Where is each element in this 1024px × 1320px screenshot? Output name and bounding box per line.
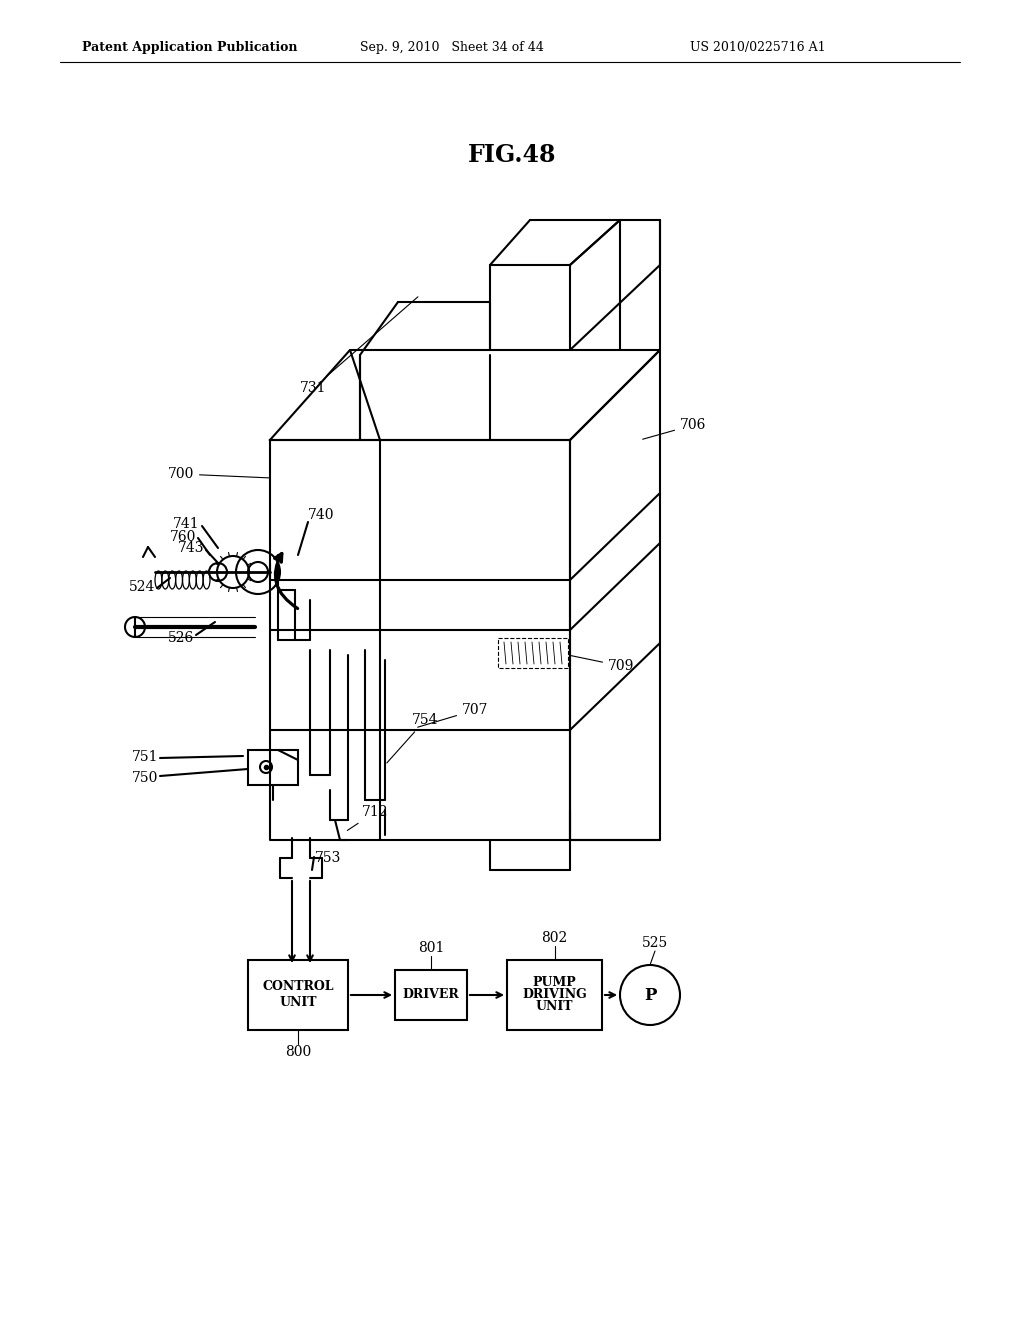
Text: CONTROL: CONTROL: [262, 981, 334, 994]
Text: 802: 802: [542, 931, 567, 945]
Text: PUMP: PUMP: [532, 977, 577, 990]
Text: 740: 740: [308, 508, 335, 521]
Text: P: P: [644, 986, 656, 1003]
Text: UNIT: UNIT: [280, 997, 316, 1010]
Text: FIG.48: FIG.48: [468, 143, 556, 168]
Text: 524: 524: [129, 579, 155, 594]
Text: Sep. 9, 2010   Sheet 34 of 44: Sep. 9, 2010 Sheet 34 of 44: [360, 41, 544, 54]
Text: 751: 751: [131, 750, 158, 764]
Text: 706: 706: [643, 418, 707, 440]
Text: 800: 800: [285, 1045, 311, 1059]
Bar: [248, 960, 348, 1030]
Text: 712: 712: [347, 805, 388, 830]
Text: 741: 741: [173, 517, 200, 531]
Text: 754: 754: [387, 713, 438, 763]
Text: 753: 753: [315, 851, 341, 865]
Bar: [507, 960, 602, 1030]
Text: DRIVER: DRIVER: [402, 989, 460, 1002]
Text: 760: 760: [170, 531, 196, 544]
Text: 801: 801: [418, 941, 444, 954]
Text: 700: 700: [168, 467, 269, 480]
Text: 526: 526: [168, 631, 194, 645]
Bar: [248, 750, 298, 785]
Text: 743: 743: [177, 541, 204, 554]
Bar: [395, 970, 467, 1020]
Text: 525: 525: [642, 936, 668, 950]
Bar: [498, 638, 568, 668]
Text: US 2010/0225716 A1: US 2010/0225716 A1: [690, 41, 825, 54]
Text: 731: 731: [300, 297, 418, 395]
Text: UNIT: UNIT: [536, 1001, 573, 1014]
Text: Patent Application Publication: Patent Application Publication: [82, 41, 298, 54]
Text: DRIVING: DRIVING: [522, 989, 587, 1002]
Text: 750: 750: [132, 771, 158, 785]
Text: 707: 707: [418, 704, 488, 727]
Text: 709: 709: [570, 656, 635, 673]
